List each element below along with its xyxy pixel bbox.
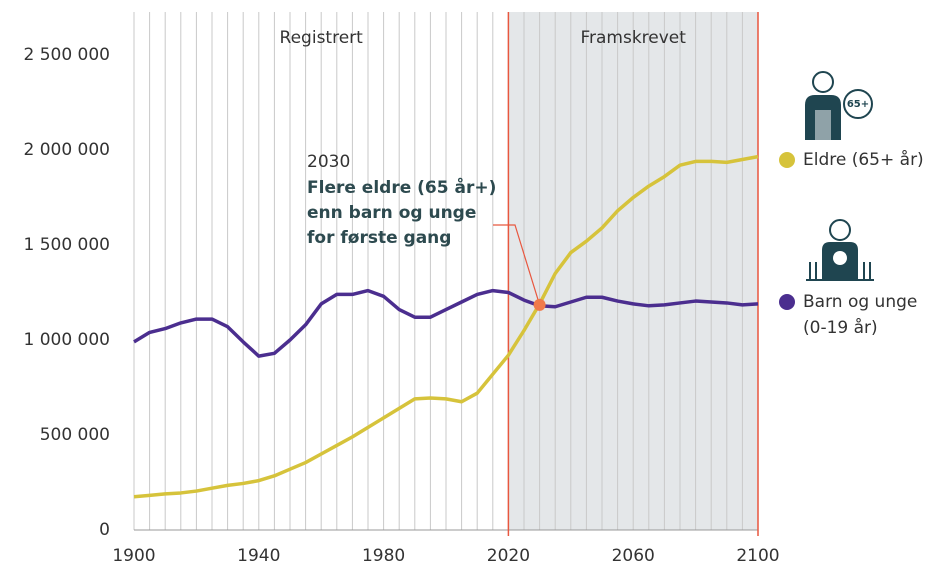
legend-swatch — [779, 294, 795, 310]
annotation-text: enn barn og unge — [307, 203, 476, 223]
y-tick-label: 500 000 — [40, 425, 110, 445]
legend-label: Eldre (65+ år) — [803, 150, 924, 170]
x-tick-label: 1940 — [237, 546, 280, 566]
series-line — [133, 154, 759, 499]
annotation-point — [533, 298, 546, 311]
y-tick-label: 2 000 000 — [23, 140, 110, 160]
icon-label: 65+ — [847, 99, 869, 110]
child-icon — [806, 219, 874, 281]
y-tick-label: 0 — [99, 520, 110, 540]
x-tick-label: 2020 — [487, 546, 530, 566]
x-tick-label: 1980 — [362, 546, 405, 566]
elderly-icon — [805, 71, 873, 140]
series-line — [133, 288, 759, 358]
region-label: Framskrevet — [580, 28, 686, 48]
x-tick-label: 1900 — [112, 546, 155, 566]
annotation-text: for første gang — [307, 228, 451, 248]
y-tick-label: 2 500 000 — [23, 45, 110, 65]
legend-swatch — [779, 152, 795, 168]
annotation-leader — [493, 224, 541, 306]
region-label: Registrert — [280, 28, 364, 48]
x-tick-label: 2060 — [612, 546, 655, 566]
y-tick-label: 1 000 000 — [23, 330, 110, 350]
legend-label: Barn og unge (0-19 år) — [803, 292, 918, 338]
annotation-year: 2030 — [307, 152, 350, 172]
x-tick-label: 2100 — [736, 546, 779, 566]
annotation-text: Flere eldre (65 år+) — [307, 176, 496, 198]
background — [133, 12, 759, 531]
y-tick-label: 1 500 000 — [23, 235, 110, 255]
